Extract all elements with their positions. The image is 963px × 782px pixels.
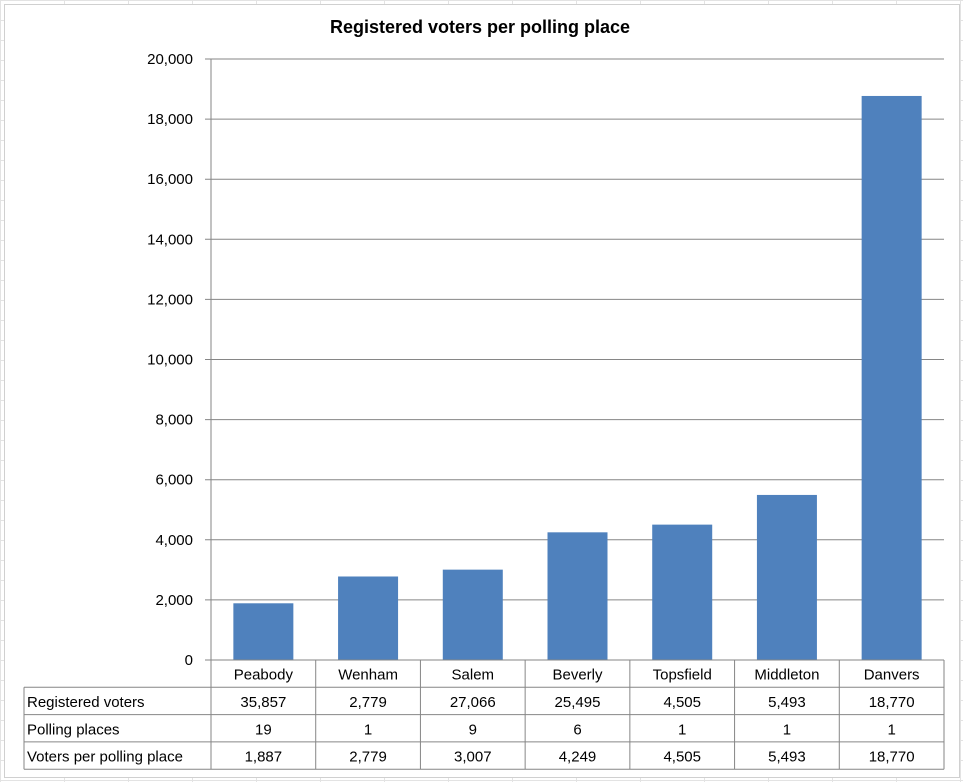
table-cell: 5,493: [768, 694, 806, 711]
gridlines: [205, 58, 944, 661]
x-category-label: Middleton: [754, 667, 819, 684]
table-cell: 4,505: [663, 749, 701, 766]
table-cell: 1: [783, 721, 791, 738]
y-tick-label: 14,000: [147, 231, 193, 248]
y-tick-label: 16,000: [147, 171, 193, 188]
bar-danvers[interactable]: [861, 95, 922, 661]
table-cell: 4,249: [559, 749, 597, 766]
y-tick-label: 0: [185, 652, 193, 669]
table-cell: 25,495: [555, 694, 601, 711]
table-cell: 27,066: [450, 694, 496, 711]
y-tick-label: 12,000: [147, 291, 193, 308]
bars: [233, 95, 922, 661]
x-category-label: Topsfield: [653, 667, 712, 684]
y-tick-label: 20,000: [147, 51, 193, 68]
bar-salem[interactable]: [442, 569, 503, 660]
y-tick-label: 6,000: [155, 472, 193, 489]
table-cell: 19: [255, 721, 272, 738]
chart-title: Registered voters per polling place: [330, 17, 630, 37]
table-cell: 3,007: [454, 749, 492, 766]
bar-peabody[interactable]: [233, 603, 294, 660]
table-row-label: Registered voters: [27, 694, 145, 711]
data-table: Peabody Wenham Salem Beverly Topsfield Middle…: [23, 659, 945, 770]
table-cell: 2,779: [349, 694, 387, 711]
table-cell: 18,770: [869, 694, 915, 711]
y-tick-label: 8,000: [155, 412, 193, 429]
table-cell: 6: [573, 721, 581, 738]
table-cell: 4,505: [663, 694, 701, 711]
bar-beverly[interactable]: [547, 532, 608, 660]
y-tick-label: 10,000: [147, 352, 193, 369]
x-category-label: Wenham: [338, 667, 398, 684]
table-cell: 1: [887, 721, 895, 738]
table-cell: 35,857: [240, 694, 286, 711]
y-tick-label: 4,000: [155, 532, 193, 549]
x-category-label: Danvers: [864, 667, 920, 684]
y-tick-label: 2,000: [155, 592, 193, 609]
table-row-label: Polling places: [27, 721, 120, 738]
y-tick-label: 18,000: [147, 111, 193, 128]
table-row-label: Voters per polling place: [27, 749, 183, 766]
y-axis-ticks: 0 2,000 4,000 6,000 8,000 10,000 12,000 14,000 1…: [147, 51, 193, 669]
bar-topsfield[interactable]: [652, 524, 713, 660]
x-category-label: Beverly: [552, 667, 603, 684]
bar-wenham[interactable]: [338, 576, 399, 660]
table-cell: 1: [678, 721, 686, 738]
table-cell: 18,770: [869, 749, 915, 766]
table-cell: 1,887: [245, 749, 283, 766]
table-cell: 5,493: [768, 749, 806, 766]
table-cell: 9: [469, 721, 477, 738]
table-cell: 1: [364, 721, 372, 738]
x-category-label: Salem: [452, 667, 495, 684]
bar-middleton[interactable]: [756, 494, 817, 660]
table-cell: 2,779: [349, 749, 387, 766]
x-category-label: Peabody: [234, 667, 294, 684]
